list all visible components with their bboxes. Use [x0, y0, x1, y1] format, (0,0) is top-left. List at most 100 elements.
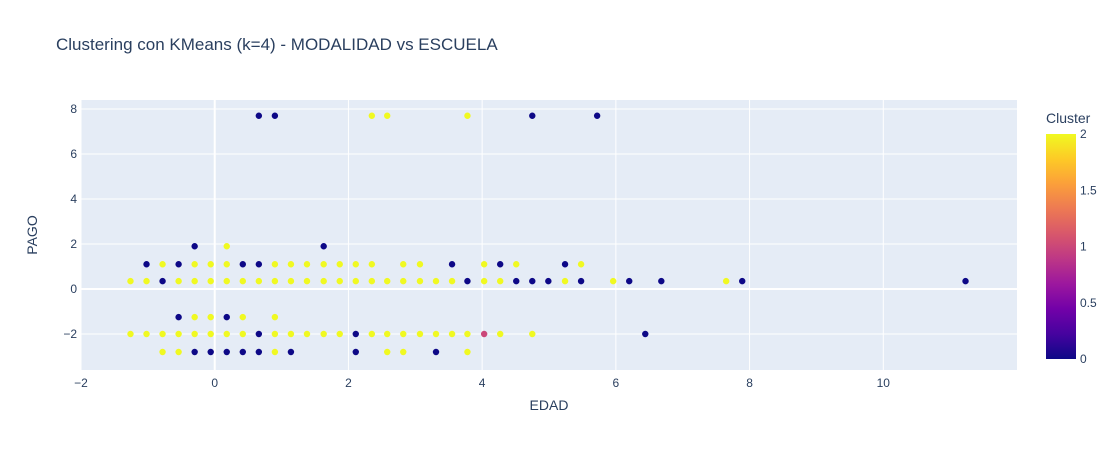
data-point[interactable] [175, 277, 182, 285]
data-point[interactable] [223, 277, 230, 285]
data-point[interactable] [658, 277, 665, 285]
data-point[interactable] [496, 330, 504, 338]
data-point[interactable] [480, 261, 488, 268]
data-point[interactable] [464, 112, 471, 119]
data-point[interactable] [561, 261, 569, 268]
data-point[interactable] [223, 330, 230, 338]
data-point[interactable] [303, 277, 311, 285]
data-point[interactable] [642, 330, 649, 338]
data-point[interactable] [255, 261, 263, 268]
data-point[interactable] [320, 277, 327, 285]
data-point[interactable] [127, 277, 134, 285]
data-point[interactable] [529, 330, 536, 338]
data-point[interactable] [626, 277, 633, 285]
data-point[interactable] [336, 277, 343, 285]
data-point[interactable] [127, 330, 134, 338]
data-point[interactable] [384, 330, 391, 338]
data-point[interactable] [191, 330, 198, 338]
data-point[interactable] [336, 261, 343, 268]
data-point[interactable] [287, 330, 295, 338]
data-point[interactable] [175, 348, 182, 356]
data-point[interactable] [159, 261, 166, 268]
data-point[interactable] [496, 277, 504, 285]
data-point[interactable] [464, 277, 471, 285]
data-point[interactable] [464, 330, 471, 338]
data-point[interactable] [368, 112, 376, 119]
data-point[interactable] [384, 112, 391, 119]
data-point[interactable] [255, 330, 263, 338]
data-point[interactable] [400, 261, 407, 268]
data-point[interactable] [191, 243, 198, 250]
data-point[interactable] [159, 330, 166, 338]
data-point[interactable] [480, 330, 488, 338]
data-point[interactable] [448, 261, 456, 268]
data-point[interactable] [529, 277, 536, 285]
data-point[interactable] [416, 261, 424, 268]
data-point[interactable] [513, 277, 520, 285]
data-point[interactable] [271, 313, 279, 321]
data-point[interactable] [175, 330, 182, 338]
data-point[interactable] [368, 277, 376, 285]
data-point[interactable] [223, 243, 230, 250]
data-point[interactable] [143, 277, 150, 285]
data-point[interactable] [513, 261, 520, 268]
data-point[interactable] [191, 261, 198, 268]
data-point[interactable] [609, 277, 617, 285]
data-point[interactable] [207, 277, 214, 285]
data-point[interactable] [320, 330, 327, 338]
data-point[interactable] [416, 277, 424, 285]
data-point[interactable] [303, 261, 311, 268]
data-point[interactable] [191, 277, 198, 285]
data-point[interactable] [368, 261, 376, 268]
data-point[interactable] [464, 348, 471, 356]
data-point[interactable] [207, 313, 214, 321]
data-point[interactable] [432, 348, 440, 356]
data-point[interactable] [223, 313, 230, 321]
data-point[interactable] [271, 330, 279, 338]
data-point[interactable] [962, 277, 969, 285]
data-point[interactable] [255, 348, 263, 356]
data-point[interactable] [384, 277, 391, 285]
data-point[interactable] [496, 261, 504, 268]
data-point[interactable] [159, 348, 166, 356]
data-point[interactable] [159, 277, 166, 285]
data-point[interactable] [384, 348, 391, 356]
data-point[interactable] [303, 330, 311, 338]
data-point[interactable] [255, 112, 263, 119]
data-point[interactable] [271, 112, 279, 119]
data-point[interactable] [352, 330, 359, 338]
data-point[interactable] [239, 277, 246, 285]
data-point[interactable] [143, 330, 150, 338]
data-point[interactable] [722, 277, 730, 285]
data-point[interactable] [432, 277, 440, 285]
data-point[interactable] [545, 277, 552, 285]
data-point[interactable] [271, 348, 279, 356]
data-point[interactable] [239, 348, 246, 356]
data-point[interactable] [239, 330, 246, 338]
data-point[interactable] [561, 277, 569, 285]
data-point[interactable] [432, 330, 440, 338]
data-point[interactable] [239, 313, 246, 321]
data-point[interactable] [207, 330, 214, 338]
data-point[interactable] [529, 112, 536, 119]
data-point[interactable] [191, 313, 198, 321]
data-point[interactable] [739, 277, 746, 285]
data-point[interactable] [352, 277, 359, 285]
data-point[interactable] [191, 348, 198, 356]
data-point[interactable] [175, 313, 182, 321]
data-point[interactable] [448, 330, 456, 338]
data-point[interactable] [320, 261, 327, 268]
data-point[interactable] [223, 261, 230, 268]
data-point[interactable] [287, 348, 295, 356]
data-point[interactable] [255, 277, 263, 285]
data-point[interactable] [416, 330, 424, 338]
data-point[interactable] [271, 261, 279, 268]
data-point[interactable] [448, 277, 456, 285]
data-point[interactable] [400, 277, 407, 285]
data-point[interactable] [207, 261, 214, 268]
data-point[interactable] [336, 330, 343, 338]
data-point[interactable] [223, 348, 230, 356]
data-point[interactable] [271, 277, 279, 285]
data-point[interactable] [175, 261, 182, 268]
data-point[interactable] [143, 261, 150, 268]
